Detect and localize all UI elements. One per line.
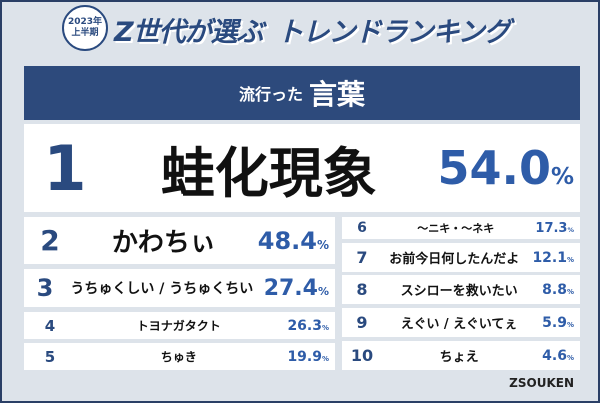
- subtitle-large: 言葉: [309, 78, 366, 111]
- rank-number: 8: [356, 280, 368, 299]
- value-number: 17.3: [535, 220, 568, 236]
- rank-word: 蛙化現象: [160, 141, 377, 205]
- ranking-row: 7 お前今日何したんだよ 12.1%: [342, 243, 580, 272]
- rank-word: スシローを救いたい: [400, 284, 518, 299]
- rank-word: ～ニキ・～ネキ: [417, 222, 495, 235]
- value-unit: %: [316, 237, 329, 252]
- rank-word: ちゅき: [160, 350, 197, 364]
- rank-value: 5.9%: [542, 315, 574, 331]
- rank-number: 1: [43, 131, 87, 205]
- value-unit: %: [321, 323, 329, 332]
- badge-period: 上半期: [71, 28, 99, 38]
- rank-word: ちょえ: [439, 350, 479, 365]
- badge-year: 2023年: [67, 17, 103, 27]
- ranking-row: 10 ちょえ 4.6%: [342, 341, 580, 370]
- rank-number: 6: [357, 220, 367, 236]
- value-unit: %: [566, 320, 574, 329]
- rank-number: 4: [44, 316, 56, 335]
- rank-number: 9: [356, 313, 368, 332]
- rank-word: トヨナガタクト: [136, 319, 221, 333]
- ranking-row: 3 うちゅくしい / うちゅくちい 27.4%: [24, 269, 335, 307]
- rank-number: 10: [350, 346, 374, 365]
- ranking-row: 6 ～ニキ・～ネキ 17.3%: [342, 217, 580, 239]
- value-unit: %: [567, 225, 574, 234]
- badge: 2023年 上半期: [62, 5, 108, 51]
- rank-value: 12.1%: [532, 250, 574, 266]
- subtitle-small: 流行った: [238, 85, 303, 104]
- value-number: 54.0: [437, 141, 551, 195]
- ranking-row: 4 トヨナガタクト 26.3%: [24, 312, 335, 339]
- rank-value: 27.4%: [264, 276, 329, 301]
- value-number: 8.8: [542, 281, 567, 298]
- value-number: 5.9: [542, 314, 567, 331]
- rank-word: お前今日何したんだよ: [389, 252, 520, 267]
- title: Z世代が選ぶ トレンドランキング: [114, 8, 511, 50]
- value-unit: %: [321, 354, 329, 363]
- value-unit: %: [566, 287, 574, 296]
- title-sub: トレンドランキング: [276, 16, 511, 48]
- rank-value: 54.0%: [437, 141, 574, 195]
- subtitle-bar: 流行った 言葉: [24, 66, 580, 120]
- value-unit: %: [317, 284, 329, 298]
- value-number: 4.6: [542, 347, 567, 364]
- value-number: 19.9: [287, 348, 322, 365]
- logo: ZSOUKEN: [509, 376, 574, 390]
- value-unit: %: [550, 164, 574, 190]
- title-main: Z世代が選ぶ: [114, 16, 264, 48]
- ranking-row: 9 えぐい / えぐいてぇ 5.9%: [342, 308, 580, 337]
- rank-number: 7: [356, 248, 368, 267]
- value-unit: %: [566, 353, 574, 362]
- rank-value: 26.3%: [287, 318, 329, 334]
- ranking-row: 8 スシローを救いたい 8.8%: [342, 275, 580, 304]
- value-number: 48.4: [257, 226, 317, 255]
- rank-value: 19.9%: [287, 349, 329, 365]
- ranking-row: 5 ちゅき 19.9%: [24, 343, 335, 370]
- value-number: 27.4: [263, 275, 318, 301]
- value-unit: %: [566, 255, 574, 264]
- value-number: 26.3: [287, 317, 322, 334]
- rank-word: えぐい / えぐいてぇ: [400, 317, 518, 332]
- rank-value: 48.4%: [258, 227, 329, 255]
- ranking-row: 2 かわちぃ 48.4%: [24, 217, 335, 264]
- rank-value: 4.6%: [542, 348, 574, 364]
- rank-value: 8.8%: [542, 282, 574, 298]
- rank-word: かわちぃ: [111, 228, 216, 258]
- rank-word: うちゅくしい / うちゅくちい: [70, 281, 254, 297]
- rank-number: 3: [36, 274, 54, 302]
- rank-number: 5: [44, 347, 56, 366]
- rank-number: 2: [40, 224, 60, 257]
- value-number: 12.1: [532, 249, 567, 266]
- rank-value: 17.3%: [535, 221, 574, 236]
- ranking-row: 1 蛙化現象 54.0%: [24, 124, 580, 212]
